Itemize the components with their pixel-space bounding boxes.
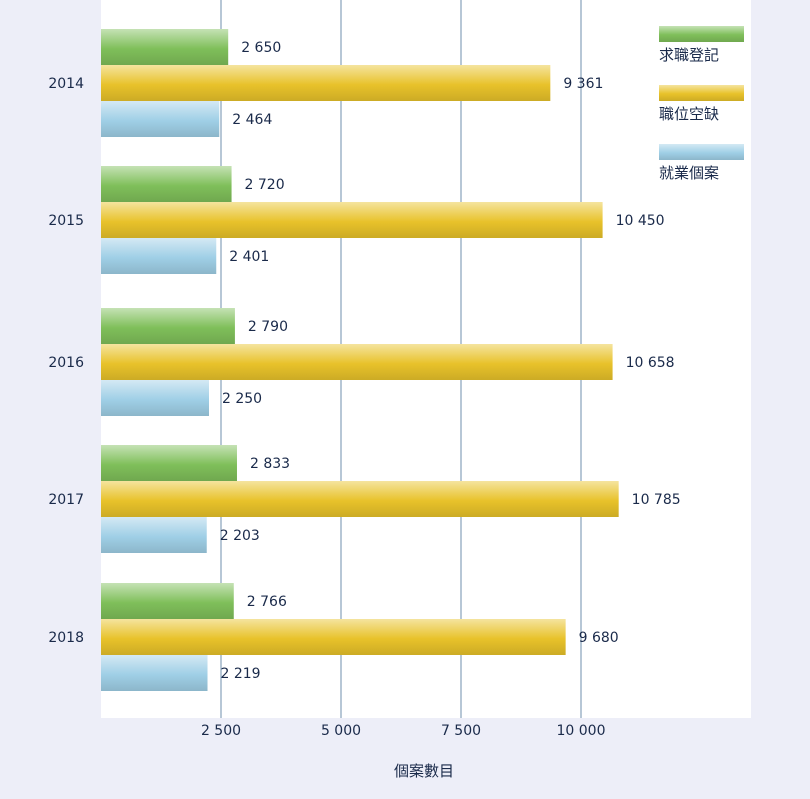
bar-value-label: 9 680 <box>579 630 619 646</box>
legend-swatch <box>659 85 744 101</box>
category-label: 2015 <box>48 213 84 229</box>
bar <box>101 517 207 553</box>
x-axis-tick-labels: 2 500 5 000 7 500 10 000 <box>201 723 606 739</box>
bar-value-label: 2 833 <box>250 456 290 472</box>
bar <box>101 655 208 691</box>
bar <box>101 166 232 202</box>
category-label: 2018 <box>48 630 84 646</box>
bar-value-label: 2 219 <box>221 666 261 682</box>
bar <box>101 101 220 137</box>
bar <box>101 445 237 481</box>
bar-value-label: 2 720 <box>245 177 285 193</box>
bar-value-label: 9 361 <box>563 76 603 92</box>
bar-value-label: 2 650 <box>241 40 281 56</box>
bar <box>101 202 603 238</box>
x-tick-label: 10 000 <box>557 723 606 739</box>
legend-label: 職位空缺 <box>659 105 719 123</box>
category-label: 2017 <box>48 492 84 508</box>
bar <box>101 583 234 619</box>
bar-value-label: 2 464 <box>232 112 272 128</box>
bar <box>101 481 619 517</box>
bar-value-label: 2 766 <box>247 594 287 610</box>
y-axis-tick-labels: 2014 2015 2016 2017 2018 <box>48 76 84 646</box>
bar-value-label: 2 401 <box>229 249 269 265</box>
bar <box>101 344 613 380</box>
x-tick-label: 2 500 <box>201 723 241 739</box>
bar-value-label: 10 785 <box>632 492 681 508</box>
legend-label: 求職登記 <box>659 46 719 64</box>
bar-value-label: 10 658 <box>626 355 675 371</box>
bar <box>101 308 235 344</box>
bar <box>101 380 209 416</box>
bar-value-label: 2 203 <box>220 528 260 544</box>
legend-swatch <box>659 144 744 160</box>
bar <box>101 238 217 274</box>
x-tick-label: 7 500 <box>441 723 481 739</box>
legend-label: 就業個案 <box>659 164 719 182</box>
legend-swatch <box>659 26 744 42</box>
x-tick-label: 5 000 <box>321 723 361 739</box>
bar <box>101 29 229 65</box>
bar-value-label: 2 250 <box>222 391 262 407</box>
bar <box>101 65 551 101</box>
data-labels: 2 650 9 361 2 464 2 720 10 450 2 401 2 790 10 6… <box>220 40 681 682</box>
bar-value-label: 2 790 <box>248 319 288 335</box>
x-axis-title: 個案數目 <box>394 762 454 780</box>
category-label: 2014 <box>48 76 84 92</box>
bar <box>101 619 566 655</box>
bars <box>101 29 619 691</box>
bar-value-label: 10 450 <box>616 213 665 229</box>
category-label: 2016 <box>48 355 84 371</box>
